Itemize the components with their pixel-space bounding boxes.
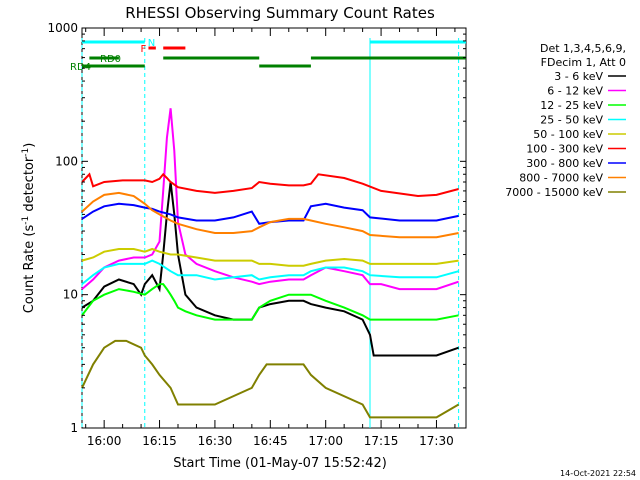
night-boundaries bbox=[81, 38, 460, 428]
legend-label: 50 - 100 keV bbox=[533, 128, 603, 141]
series-line bbox=[81, 108, 459, 291]
x-axis-label: Start Time (01-May-07 15:52:42) bbox=[173, 456, 387, 471]
y-axis-label: Count Rate (s-1 detector-1) bbox=[21, 143, 37, 314]
series-line bbox=[81, 202, 459, 225]
flag-bars: NF RD0 RD4 bbox=[70, 38, 466, 73]
legend-label: 25 - 50 keV bbox=[540, 114, 603, 127]
series-line bbox=[81, 172, 459, 198]
y-axis-label-sup2: -1 bbox=[21, 148, 31, 157]
y-axis-label-sup1: -1 bbox=[21, 216, 31, 225]
x-tick-label: 16:30 bbox=[198, 434, 233, 448]
series-line bbox=[81, 283, 459, 321]
x-tick-label: 16:00 bbox=[87, 434, 122, 448]
y-tick-label: 10 bbox=[63, 288, 78, 302]
chart-title: RHESSI Observing Summary Count Rates bbox=[125, 4, 435, 22]
x-tick-label: 16:15 bbox=[142, 434, 177, 448]
y-axis-label-end: ) bbox=[22, 143, 37, 148]
y-axis-label-mid: detector bbox=[22, 156, 37, 216]
legend: Det 1,3,4,5,6,9, FDecim 1, Att 0 3 - 6 k… bbox=[505, 42, 626, 199]
series-line bbox=[81, 191, 459, 239]
legend-label: 300 - 800 keV bbox=[526, 157, 603, 170]
y-tick-label: 1000 bbox=[47, 21, 78, 35]
legend-label: 3 - 6 keV bbox=[554, 70, 603, 83]
series-lines bbox=[81, 108, 460, 419]
series-line bbox=[81, 259, 459, 285]
footer-timestamp: 14-Oct-2021 22:54 bbox=[560, 469, 636, 478]
axis-ticks: 1 10 100 1000 16:00 16:15 16:30 16:45 17:00 17:15… bbox=[47, 21, 466, 448]
legend-label: 6 - 12 keV bbox=[547, 85, 603, 98]
x-tick-label: 17:30 bbox=[419, 434, 454, 448]
legend-header-1: Det 1,3,4,5,6,9, bbox=[540, 42, 626, 55]
flag-label-rd4: RD4 bbox=[70, 62, 91, 73]
legend-label: 7000 - 15000 keV bbox=[505, 186, 603, 199]
legend-label: 800 - 7000 keV bbox=[519, 172, 603, 185]
series-line bbox=[81, 339, 460, 419]
legend-label: 100 - 300 keV bbox=[526, 143, 603, 156]
plot-frame bbox=[81, 27, 467, 429]
flag-label-n: N bbox=[148, 38, 155, 49]
flag-label-rd0: RD0 bbox=[100, 54, 121, 65]
y-tick-label: 1 bbox=[70, 421, 78, 435]
series-line bbox=[81, 181, 459, 357]
series-line bbox=[81, 247, 459, 267]
legend-label: 12 - 25 keV bbox=[540, 99, 603, 112]
x-tick-label: 16:45 bbox=[253, 434, 288, 448]
y-axis-label-main: Count Rate (s bbox=[22, 225, 37, 314]
x-tick-label: 17:00 bbox=[308, 434, 343, 448]
x-tick-label: 17:15 bbox=[364, 434, 399, 448]
flag-label-f: F bbox=[140, 44, 146, 55]
y-tick-label: 100 bbox=[55, 154, 78, 168]
legend-header-2: FDecim 1, Att 0 bbox=[541, 56, 626, 69]
